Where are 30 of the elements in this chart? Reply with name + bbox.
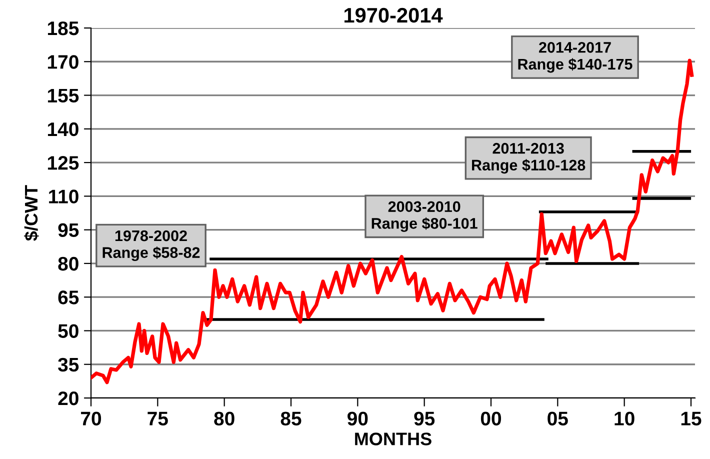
annotation: 2011-2013 Range $110-128	[472, 142, 586, 174]
x-tick-label: 00	[480, 412, 502, 426]
y-tick-label: 50	[58, 324, 78, 338]
x-tick-label: 05	[548, 412, 568, 426]
x-tick-label: 70	[81, 412, 102, 426]
x-tick-label: 95	[414, 412, 435, 426]
line-series	[91, 58, 694, 384]
x-tick-label: 85	[280, 412, 302, 426]
y-tick-label: 110	[49, 190, 78, 204]
y-tick-label: 65	[58, 290, 79, 304]
y-tick-label: 155	[48, 88, 79, 103]
y-tick-label: 80	[58, 256, 78, 271]
y-axis-title: $/CWT	[24, 185, 39, 241]
y-tick-label: 35	[58, 358, 79, 372]
annotation: 2014-2017 Range $140-175	[518, 42, 632, 73]
x-tick-label: 15	[681, 412, 702, 426]
y-tick-label: 185	[48, 21, 79, 36]
y-tick-label: 125	[48, 156, 79, 170]
x-tick-label: 80	[214, 412, 234, 426]
y-tick-label: 95	[58, 223, 79, 238]
y-tick-label: 140	[48, 122, 78, 136]
x-axis-title: MONTHS	[355, 432, 432, 446]
x-tick-label: 75	[148, 412, 168, 426]
annotation: 1978-2002 Range $58-82	[102, 230, 200, 262]
x-tick-label: 90	[348, 412, 368, 426]
chart-title: 1970-2014	[344, 8, 443, 23]
y-tick-label: 170	[48, 55, 78, 69]
y-tick-label: 20	[58, 391, 78, 406]
x-tick-label: 10	[614, 412, 634, 426]
annotation: 2003-2010 Range $80-101	[372, 201, 478, 232]
